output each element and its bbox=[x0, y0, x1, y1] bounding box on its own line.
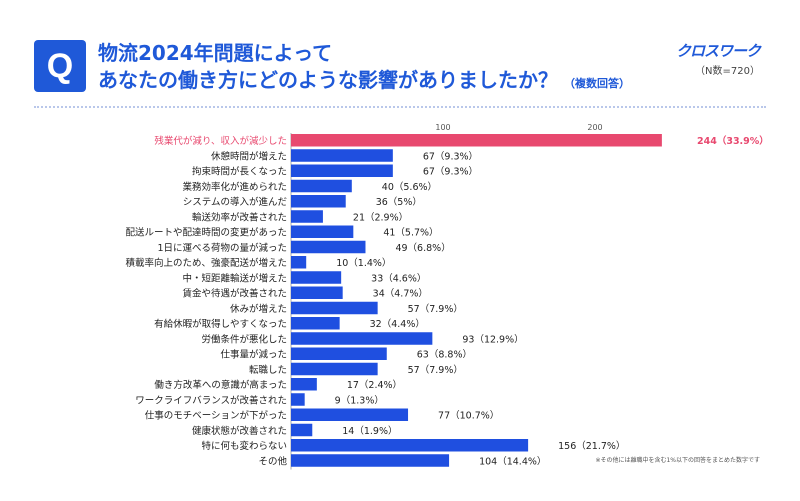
bar bbox=[291, 347, 387, 360]
data-label: 156（21.7%） bbox=[558, 440, 625, 452]
bar bbox=[291, 210, 323, 223]
category-label: 健康状態が改善された bbox=[192, 425, 287, 437]
title-line-2: あなたの働き方にどのような影響がありましたか？ （複数回答） bbox=[98, 67, 630, 97]
x-tick-label: 200 bbox=[587, 123, 602, 132]
data-label: 32（4.4%） bbox=[370, 318, 425, 330]
data-label: 10（1.4%） bbox=[336, 257, 391, 269]
category-label: 中・短距離輸送が増えた bbox=[182, 272, 287, 284]
bar bbox=[291, 134, 662, 147]
data-label: 57（7.9%） bbox=[408, 303, 463, 315]
bar bbox=[291, 164, 393, 177]
x-tick-label: 100 bbox=[435, 123, 450, 132]
divider bbox=[34, 106, 766, 108]
category-label: 賃金や待遇が改善された bbox=[182, 288, 287, 300]
footnote: ※その他には離職中を含む1%以下の回答をまとめた数字です bbox=[595, 457, 760, 464]
data-label: 93（12.9%） bbox=[462, 333, 523, 345]
page-title: 物流2024年問題によって あなたの働き方にどのような影響がありましたか？ （複数… bbox=[98, 40, 630, 97]
category-label: システムの導入が進んだ bbox=[183, 196, 288, 208]
bar bbox=[291, 362, 378, 376]
data-label: 63（8.8%） bbox=[417, 349, 472, 361]
bar bbox=[291, 317, 340, 330]
data-label: 33（4.6%） bbox=[371, 272, 426, 284]
bar bbox=[291, 256, 307, 269]
bar bbox=[291, 454, 450, 467]
bar bbox=[291, 423, 313, 437]
category-label: 転職した bbox=[249, 365, 287, 376]
category-label: 休みが増えた bbox=[230, 303, 287, 315]
bar bbox=[291, 225, 354, 238]
data-label: 67（9.3%） bbox=[423, 150, 478, 162]
data-label: 40（5.6%） bbox=[382, 181, 437, 193]
category-label: 業務効率化が進められた bbox=[182, 181, 287, 193]
bar bbox=[291, 378, 317, 391]
category-label: 拘束時間が長くなった bbox=[192, 166, 287, 178]
bar bbox=[291, 301, 378, 315]
category-label: 休憩時間が増えた bbox=[211, 150, 287, 162]
data-label: 77（10.7%） bbox=[438, 410, 499, 422]
bar bbox=[291, 179, 352, 193]
category-label: 1日に運べる荷物の量が減った bbox=[157, 242, 287, 254]
bar bbox=[291, 286, 343, 299]
category-label: 働き方改革への意識が高まった bbox=[154, 379, 287, 391]
data-label: 34（4.7%） bbox=[373, 288, 428, 300]
category-label: 輸送効率が改善された bbox=[192, 211, 287, 223]
data-label: 9（1.3%） bbox=[335, 394, 384, 406]
data-label: 21（2.9%） bbox=[353, 211, 408, 223]
category-label: 有給休暇が取得しやすくなった bbox=[154, 318, 287, 330]
category-label: 労働条件が悪化した bbox=[201, 333, 287, 345]
category-label: 仕事量が減った bbox=[220, 349, 287, 361]
data-label: 49（6.8%） bbox=[395, 242, 450, 254]
bar bbox=[291, 332, 433, 345]
bar bbox=[291, 195, 346, 208]
category-label: 仕事のモチベーションが下がった bbox=[145, 410, 287, 422]
bar bbox=[291, 149, 393, 162]
bar bbox=[291, 393, 305, 406]
data-label: 57（7.9%） bbox=[408, 364, 463, 376]
title-line-1: 物流2024年問題によって bbox=[98, 41, 333, 65]
data-label: 104（14.4%） bbox=[479, 455, 546, 467]
data-label: 67（9.3%） bbox=[423, 166, 478, 178]
data-label: 17（2.4%） bbox=[347, 379, 402, 391]
sample-size: （N数=720） bbox=[695, 66, 760, 77]
data-label: 41（5.7%） bbox=[383, 227, 438, 239]
category-label: 配送ルートや配達時間の変更があった bbox=[125, 227, 287, 239]
category-label: 特に何も変わらない bbox=[201, 440, 287, 452]
title-note: （複数回答） bbox=[564, 77, 630, 90]
category-label: 残業代が減り、収入が減少した bbox=[154, 135, 287, 147]
category-label: 積載率向上のため、強豪配送が増えた bbox=[125, 257, 287, 269]
category-label: その他 bbox=[258, 455, 287, 467]
question-badge: Q bbox=[34, 40, 86, 92]
data-label: 36（5%） bbox=[376, 196, 422, 208]
bar bbox=[291, 240, 366, 254]
bar bbox=[291, 439, 529, 452]
brand-logo: クロスワーク bbox=[675, 42, 761, 60]
bar bbox=[291, 408, 409, 421]
title-line-2-text: あなたの働き方にどのような影響がありましたか？ bbox=[98, 68, 558, 92]
bar bbox=[291, 271, 342, 284]
data-label: 14（1.9%） bbox=[342, 425, 397, 437]
category-label: ワークライフバランスが改善された bbox=[135, 394, 287, 406]
data-label: 244（33.9%） bbox=[697, 135, 769, 147]
